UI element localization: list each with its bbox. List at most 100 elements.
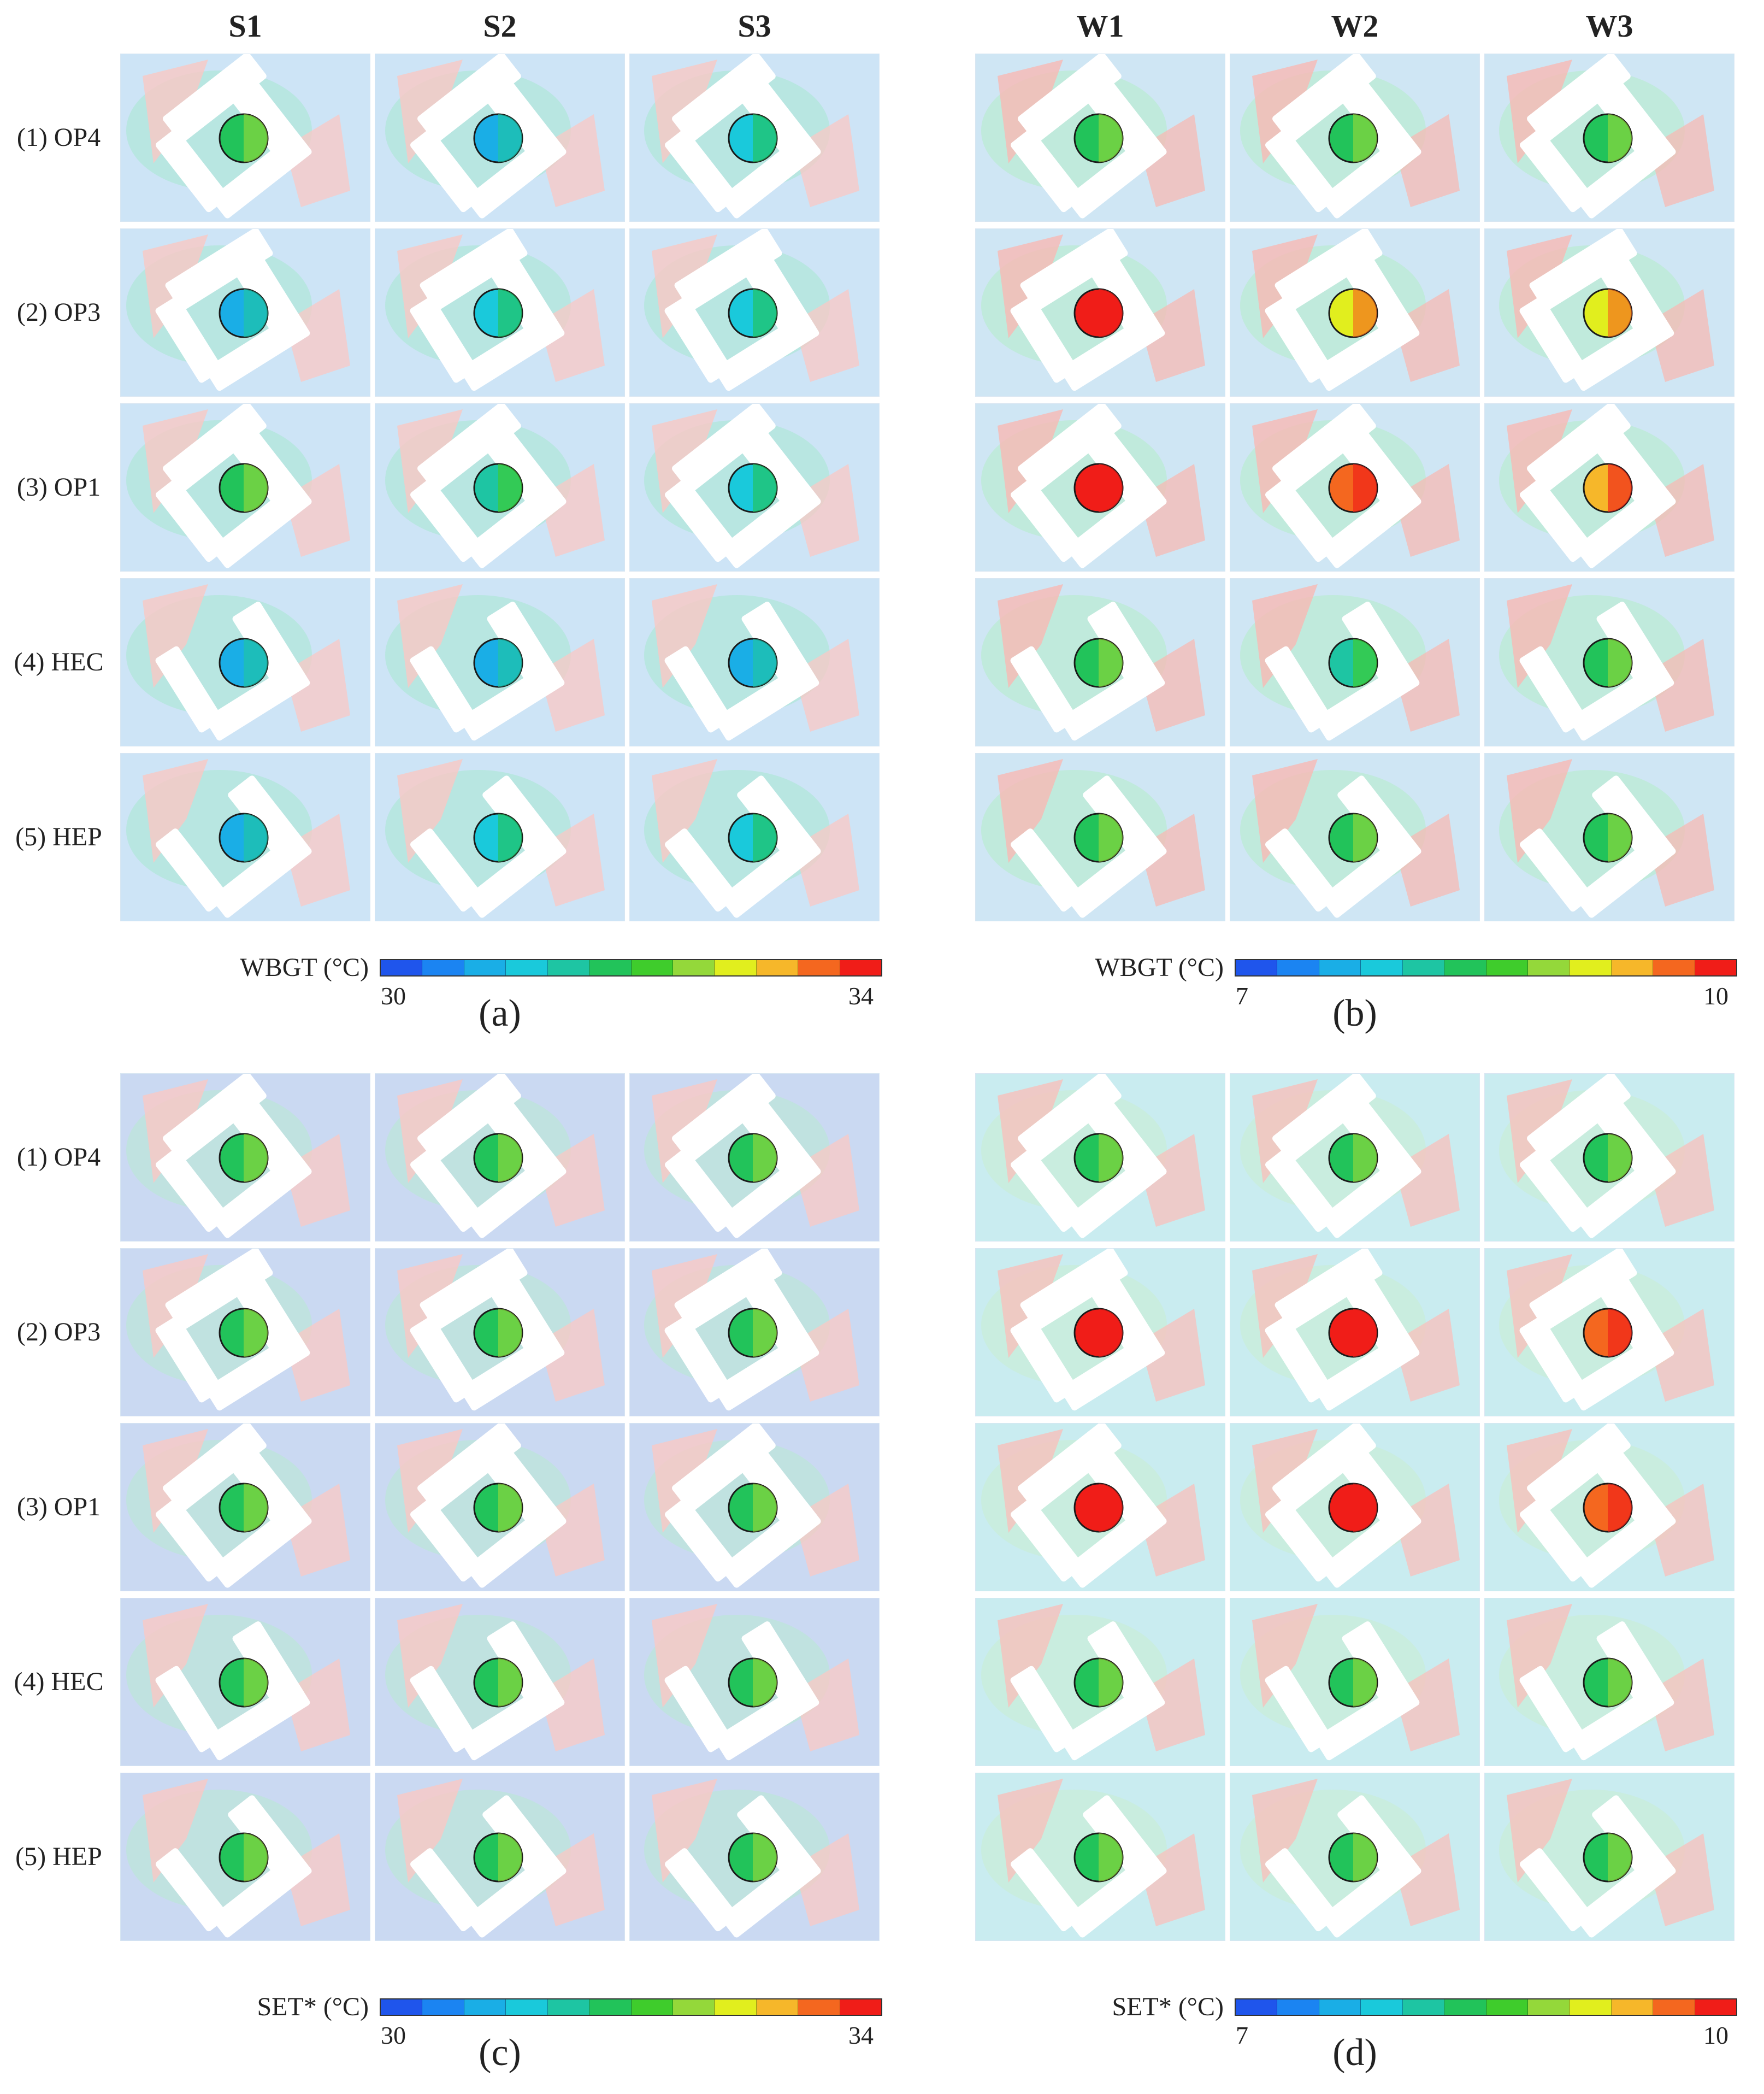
building-block bbox=[410, 828, 483, 912]
probe-gradient bbox=[1608, 114, 1632, 162]
subfigure-label: (a) bbox=[479, 992, 521, 1034]
colorbar-segment bbox=[422, 960, 464, 975]
building-block bbox=[155, 1316, 223, 1403]
contour-panel bbox=[120, 1598, 370, 1766]
panel-svg bbox=[126, 54, 350, 219]
colorbar-max: 34 bbox=[848, 982, 874, 1010]
contour-panel bbox=[1484, 403, 1734, 572]
building-footprint bbox=[1519, 1621, 1674, 1761]
building-block bbox=[1265, 1498, 1338, 1582]
probe-gradient bbox=[498, 639, 522, 687]
building-footprint bbox=[1265, 775, 1421, 918]
building-block bbox=[1020, 1249, 1128, 1331]
colorbar-segment bbox=[1570, 960, 1612, 975]
building-footprint bbox=[155, 602, 310, 741]
building-footprint bbox=[1265, 229, 1420, 391]
building-footprint bbox=[410, 1249, 565, 1411]
panel-svg bbox=[126, 759, 350, 918]
contour-panel bbox=[120, 753, 370, 921]
probe-gradient bbox=[1608, 289, 1632, 337]
probe-gradient bbox=[753, 1134, 777, 1182]
subfigure-label: (b) bbox=[1332, 992, 1377, 1034]
building-block bbox=[1018, 54, 1122, 143]
building-block bbox=[163, 1424, 267, 1513]
colorbar-segment bbox=[1570, 1999, 1612, 2015]
building-block bbox=[211, 1151, 312, 1238]
field-hot bbox=[143, 759, 208, 863]
building-block bbox=[417, 404, 521, 493]
panel-svg bbox=[385, 1779, 605, 1938]
building-block bbox=[1066, 1151, 1167, 1238]
field-hot bbox=[1252, 759, 1318, 863]
panel-svg bbox=[1240, 1249, 1460, 1411]
building-footprint bbox=[410, 1621, 565, 1761]
building-block bbox=[1066, 1851, 1167, 1938]
building-block bbox=[410, 296, 477, 383]
panel-svg bbox=[981, 229, 1205, 391]
building-block bbox=[1520, 1498, 1593, 1582]
panel-svg bbox=[644, 1424, 859, 1588]
contour-panel bbox=[1484, 753, 1734, 921]
building-block bbox=[410, 1149, 483, 1232]
colorbar-segment bbox=[715, 1999, 757, 2015]
subfigure-label: (d) bbox=[1332, 2032, 1377, 2074]
building-block bbox=[665, 1149, 738, 1232]
colorbar-segment bbox=[1319, 960, 1361, 975]
colorbar-min: 30 bbox=[381, 2021, 406, 2049]
contour-panel bbox=[975, 1773, 1225, 1941]
colorbar-segment bbox=[464, 960, 506, 975]
building-block bbox=[1314, 312, 1420, 391]
building-block bbox=[664, 646, 732, 733]
probe-gradient bbox=[498, 1134, 522, 1182]
building-block bbox=[1010, 1666, 1078, 1752]
contour-panel bbox=[1484, 1598, 1734, 1766]
building-block bbox=[720, 1851, 821, 1938]
field-hot bbox=[1649, 1309, 1714, 1402]
contour-panel bbox=[1230, 1248, 1480, 1416]
building-footprint bbox=[1265, 404, 1421, 568]
panel-svg bbox=[644, 584, 859, 741]
contour-panel bbox=[629, 578, 880, 746]
building-footprint bbox=[664, 602, 819, 741]
probe-gradient bbox=[498, 464, 522, 512]
panel-svg bbox=[1240, 1604, 1460, 1761]
probe-gradient bbox=[753, 464, 777, 512]
building-footprint bbox=[1519, 229, 1674, 391]
building-footprint bbox=[1520, 404, 1676, 568]
panel-svg bbox=[126, 229, 350, 391]
field-hot bbox=[539, 639, 605, 732]
colorbar-segment bbox=[1277, 1999, 1319, 2015]
building-block bbox=[1320, 481, 1421, 568]
building-block bbox=[1527, 1424, 1631, 1513]
probe-gradient bbox=[244, 114, 268, 162]
probe-gradient bbox=[1353, 1484, 1377, 1532]
panel-svg bbox=[981, 584, 1205, 741]
building-block bbox=[665, 479, 738, 562]
colorbar-min: 7 bbox=[1236, 2021, 1248, 2049]
probe-gradient bbox=[753, 1309, 777, 1357]
field-hot bbox=[1394, 1658, 1460, 1751]
building-footprint bbox=[1265, 1074, 1421, 1238]
building-footprint bbox=[410, 775, 567, 918]
probe-gradient bbox=[1353, 114, 1377, 162]
panel-svg bbox=[1499, 404, 1714, 568]
building-block bbox=[672, 404, 776, 493]
row-label: (4) HEC bbox=[14, 1667, 104, 1696]
field-hot bbox=[285, 289, 350, 382]
building-block bbox=[163, 404, 267, 493]
building-block bbox=[155, 1666, 223, 1752]
colorbar-segment bbox=[1444, 1999, 1486, 2015]
building-block bbox=[1272, 1424, 1376, 1513]
column-header: S2 bbox=[483, 8, 517, 44]
contour-panel bbox=[375, 1598, 625, 1766]
probe-gradient bbox=[244, 1309, 268, 1357]
contour-panel bbox=[975, 228, 1225, 397]
probe-gradient bbox=[1353, 289, 1377, 337]
building-footprint bbox=[665, 404, 821, 568]
building-block bbox=[417, 1424, 521, 1513]
building-block bbox=[672, 1074, 776, 1163]
building-block bbox=[665, 129, 738, 213]
colorbar-max: 10 bbox=[1703, 2021, 1728, 2049]
building-block bbox=[163, 1074, 267, 1163]
panel-svg bbox=[981, 1249, 1205, 1411]
